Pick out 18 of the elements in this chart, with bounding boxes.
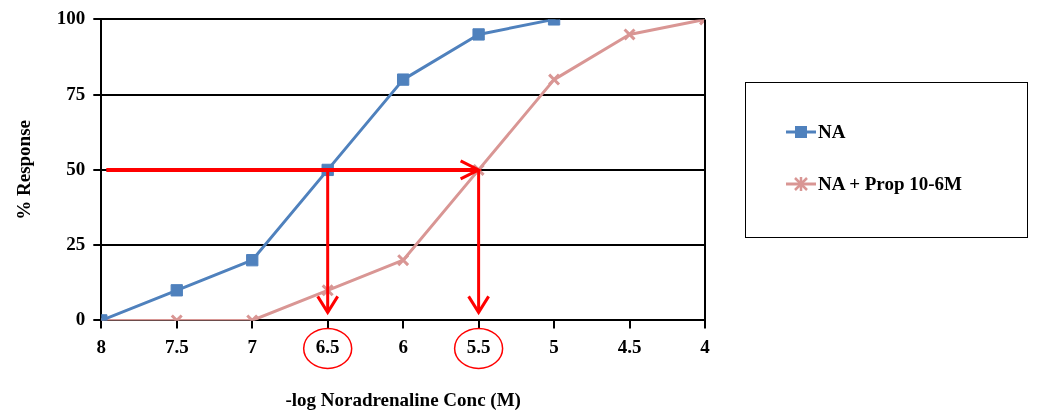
y-tick-label: 100 xyxy=(56,7,86,29)
legend-label: NA xyxy=(818,121,846,143)
x-tick-label: 5 xyxy=(549,335,559,357)
x-tick-label: 5.5 xyxy=(466,335,491,357)
x-tick-label: 7 xyxy=(247,335,258,357)
y-tick-label: 25 xyxy=(66,233,86,255)
x-tick-label: 6 xyxy=(398,335,408,357)
y-axis-title: % Response xyxy=(13,120,35,220)
x-tick-label: 4 xyxy=(700,335,711,357)
x-tick-label: 4.5 xyxy=(617,335,642,357)
legend-label: NA + Prop 10-6M xyxy=(818,173,962,195)
x-tick-label: 6.5 xyxy=(315,335,340,357)
y-tick-label: 50 xyxy=(66,157,86,179)
y-tick-label: 0 xyxy=(75,308,86,330)
x-tick-label: 8 xyxy=(96,335,107,357)
x-axis-title: -log Noradrenaline Conc (M) xyxy=(285,388,521,411)
x-tick-label: 7.5 xyxy=(164,335,189,357)
y-tick-label: 75 xyxy=(66,82,86,104)
